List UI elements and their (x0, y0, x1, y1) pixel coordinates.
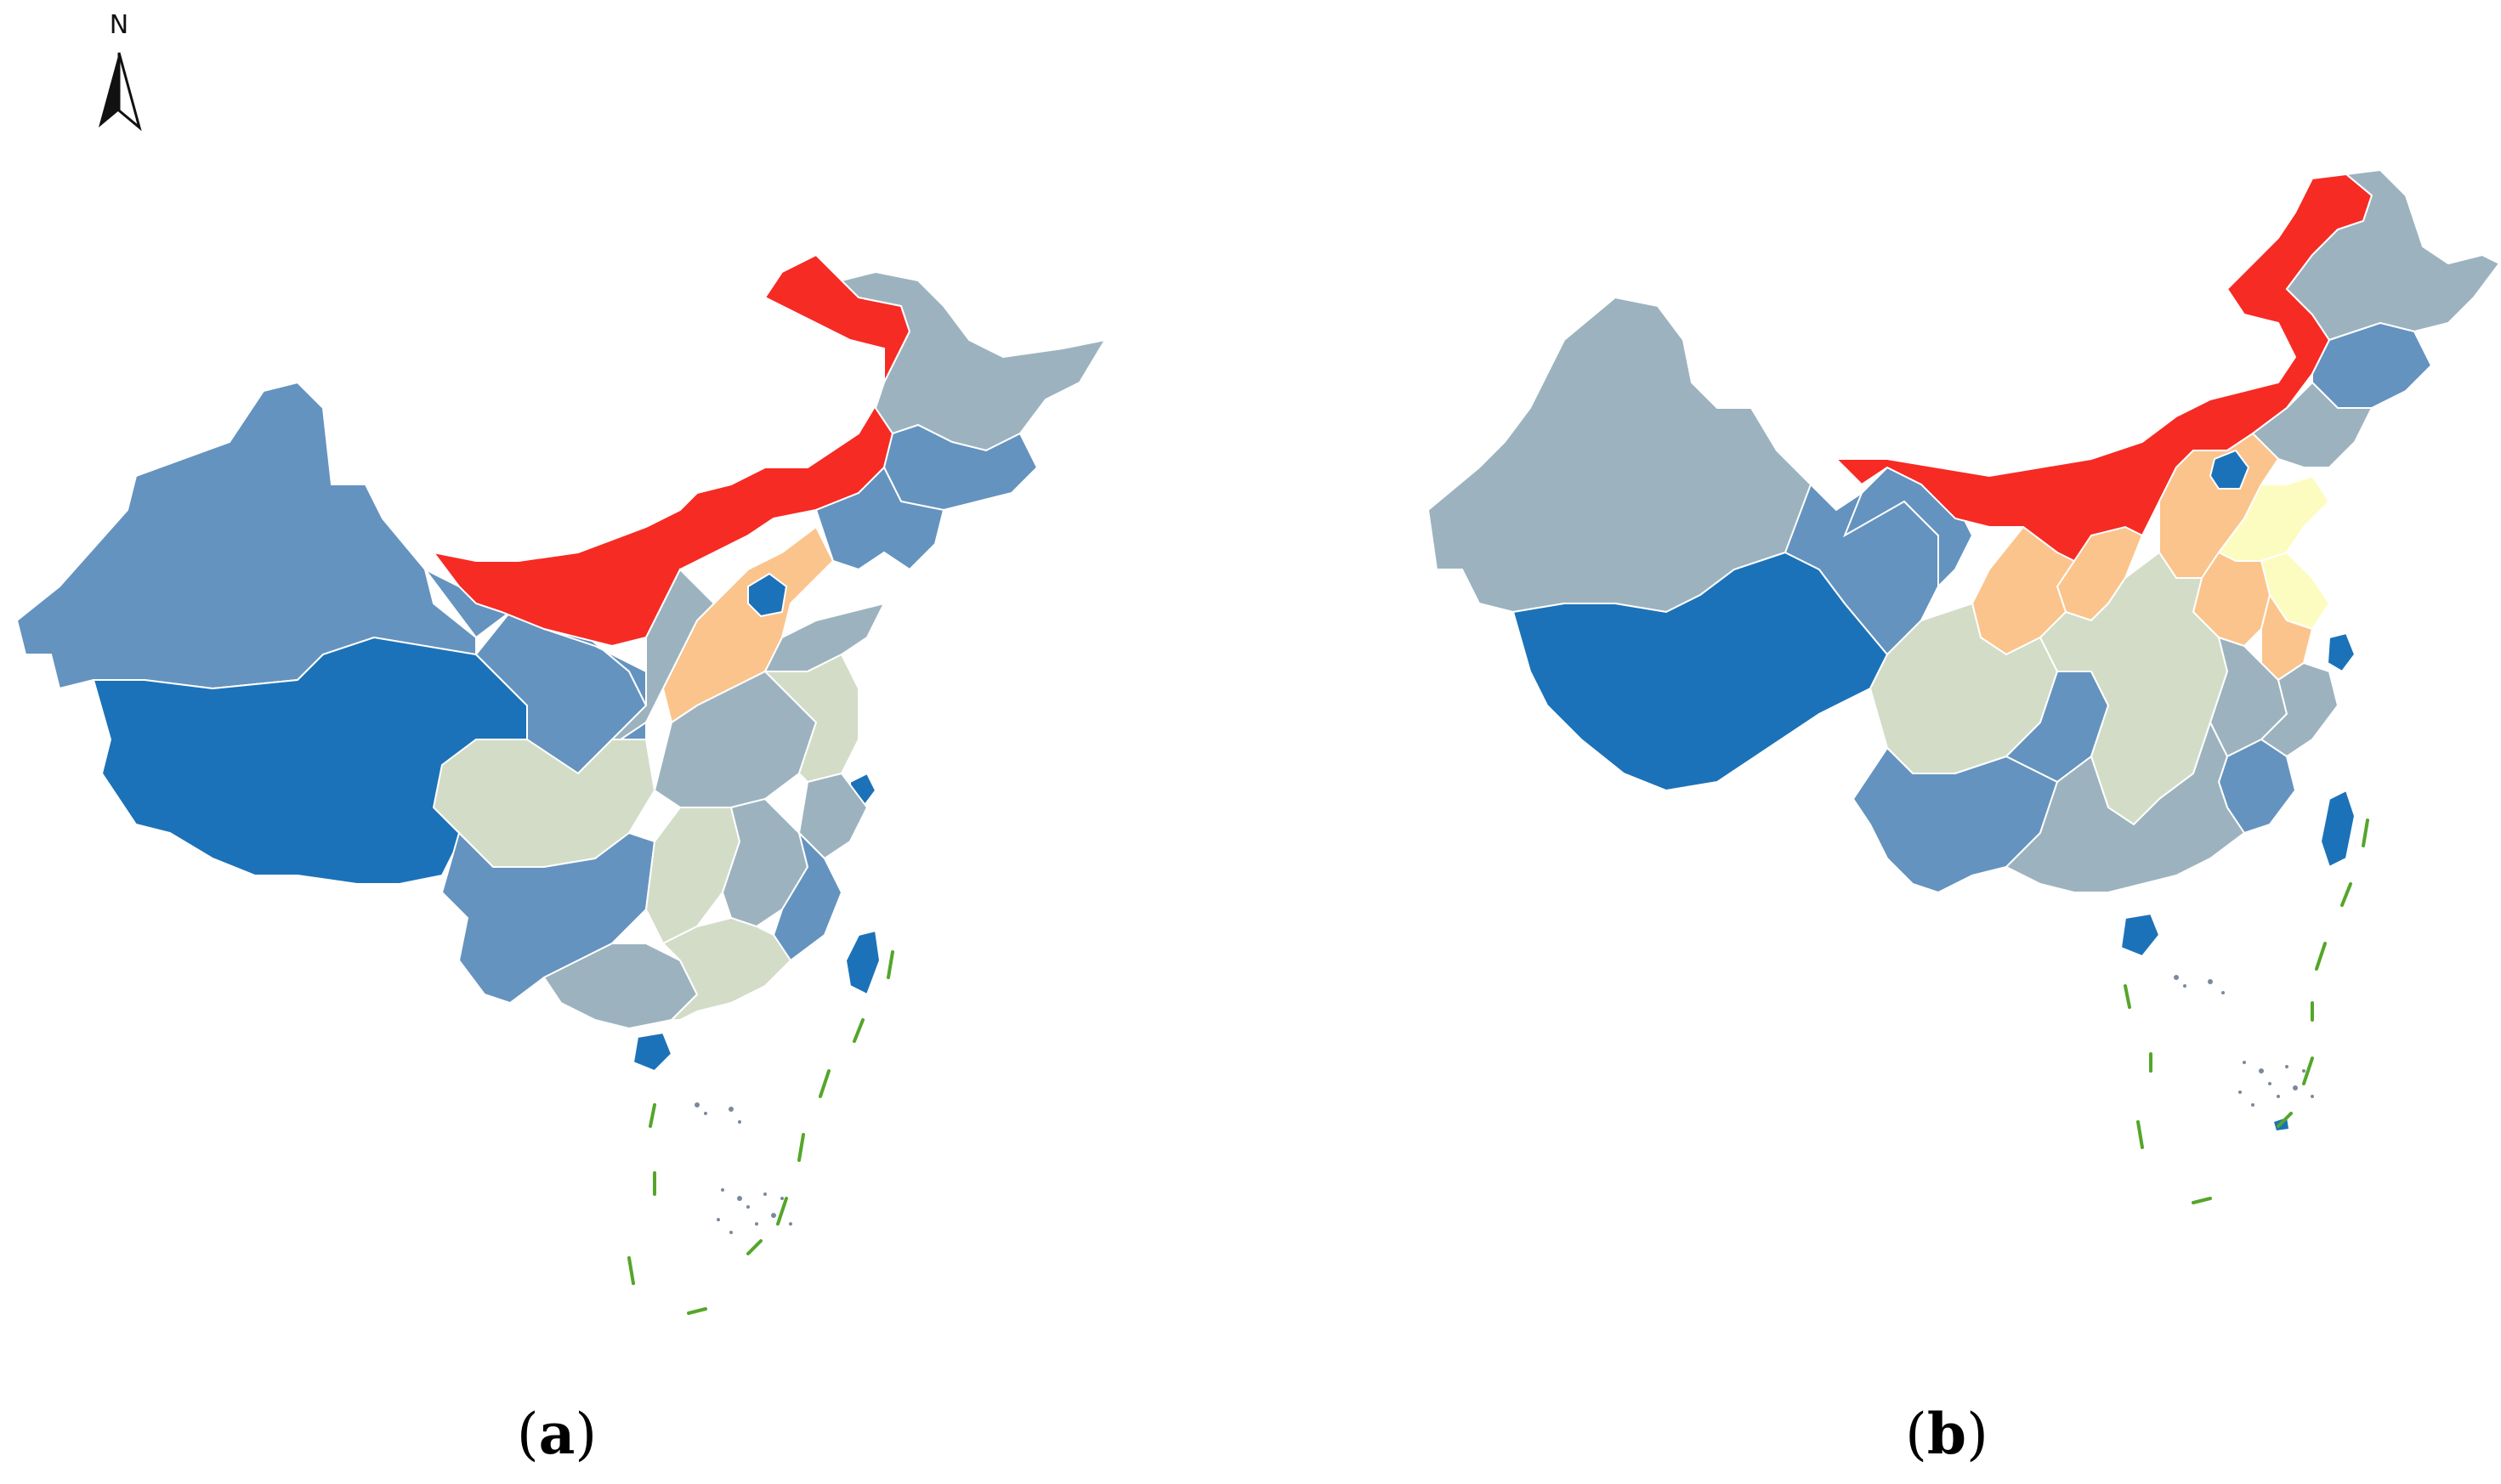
caption-open-paren: ( (516, 1402, 539, 1467)
region-taiwan (2319, 789, 2356, 869)
region-hainan (632, 1031, 673, 1073)
region-beijing (747, 572, 788, 618)
region-tibet (92, 636, 528, 885)
map-panel-a (0, 127, 1131, 1360)
north-arrow: N (85, 10, 153, 138)
south-sea-islands (695, 1102, 792, 1234)
north-label: N (109, 10, 129, 40)
region-guangxi-guangdong (2005, 720, 2246, 893)
panel-caption-a: (a) (472, 1401, 642, 1467)
region-liaoning (814, 466, 945, 571)
panel-caption-b: (b) (1862, 1401, 2032, 1467)
nine-dash-line (627, 950, 894, 1315)
region-taiwan (844, 929, 882, 996)
caption-open-paren: ( (1905, 1402, 1927, 1467)
map-panel-b (1411, 127, 2501, 1360)
nine-dash-line (2124, 818, 2369, 1204)
region-yunnan (1852, 746, 2059, 894)
region-hainan (2119, 912, 2161, 958)
caption-close-paren: ) (1966, 1402, 1988, 1467)
region-zhejiang (2260, 661, 2339, 758)
caption-letter: a (538, 1401, 576, 1467)
region-jilin (2311, 321, 2433, 409)
region-beijing (2209, 449, 2250, 490)
region-shanghai (2326, 632, 2356, 673)
north-arrow-icon (99, 52, 142, 132)
region-anhui-jiangsu (763, 653, 859, 784)
south-sea-islands (2174, 975, 2314, 1107)
region-shaanxi (610, 568, 716, 740)
region-guangdong (661, 916, 792, 1021)
caption-letter: b (1926, 1401, 1967, 1467)
region-jiangxi (721, 797, 809, 928)
caption-close-paren: ) (575, 1402, 598, 1467)
